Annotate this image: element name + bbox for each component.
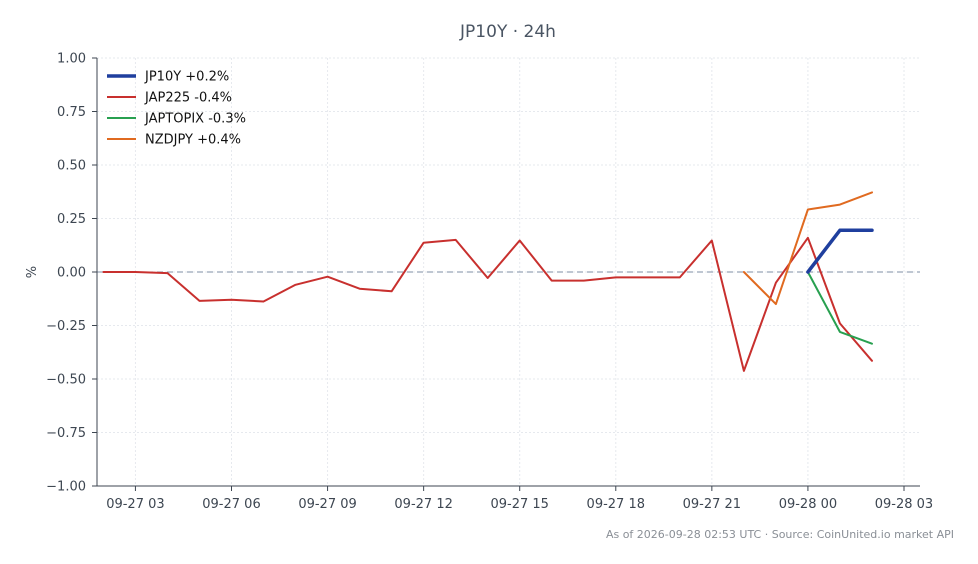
- footer-source: As of 2026-09-28 02:53 UTC · Source: Coi…: [606, 528, 954, 541]
- x-tick-label: 09-27 09: [298, 497, 356, 512]
- y-tick-label: 1.00: [57, 52, 86, 67]
- x-tick-label: 09-27 12: [394, 497, 452, 512]
- y-tick-label: 0.50: [57, 159, 86, 174]
- legend-label: JP10Y +0.2%: [144, 70, 229, 85]
- y-tick-label: −0.25: [46, 319, 86, 334]
- legend-label: JAP225 -0.4%: [144, 91, 232, 106]
- x-tick-label: 09-27 15: [490, 497, 548, 512]
- y-tick-label: 0.25: [57, 212, 86, 227]
- y-ticks: 1.00 0.75 0.50 0.25 0.00 −0.25 −0.50 −0.75 −1.00: [46, 52, 97, 495]
- legend-label: JAPTOPIX -0.3%: [144, 112, 246, 127]
- y-axis-label: %: [25, 266, 40, 278]
- y-tick-label: −0.75: [46, 426, 86, 441]
- y-tick-label: −1.00: [46, 480, 86, 495]
- x-tick-label: 09-27 21: [683, 497, 741, 512]
- legend-label: NZDJPY +0.4%: [145, 133, 241, 148]
- series-line: [806, 271, 873, 345]
- x-tick-label: 09-27 03: [106, 497, 164, 512]
- y-tick-label: −0.50: [46, 373, 86, 388]
- y-tick-label: 0.00: [57, 266, 86, 281]
- series-line: [102, 236, 873, 372]
- x-tick-label: 09-27 18: [587, 497, 645, 512]
- x-tick-label: 09-28 00: [779, 497, 837, 512]
- x-ticks: 09-27 03 09-27 06 09-27 09 09-27 12 09-27 15…: [106, 486, 933, 512]
- legend: JP10Y +0.2% JAP225 -0.4% JAPTOPIX -0.3% NZD…: [107, 70, 246, 148]
- series-group: [102, 191, 874, 372]
- x-tick-label: 09-27 06: [202, 497, 260, 512]
- chart-title: JP10Y · 24h: [459, 22, 556, 42]
- y-tick-label: 0.75: [57, 105, 86, 120]
- series-line: [742, 191, 873, 306]
- series-line: [806, 228, 874, 274]
- x-tick-label: 09-28 03: [875, 497, 933, 512]
